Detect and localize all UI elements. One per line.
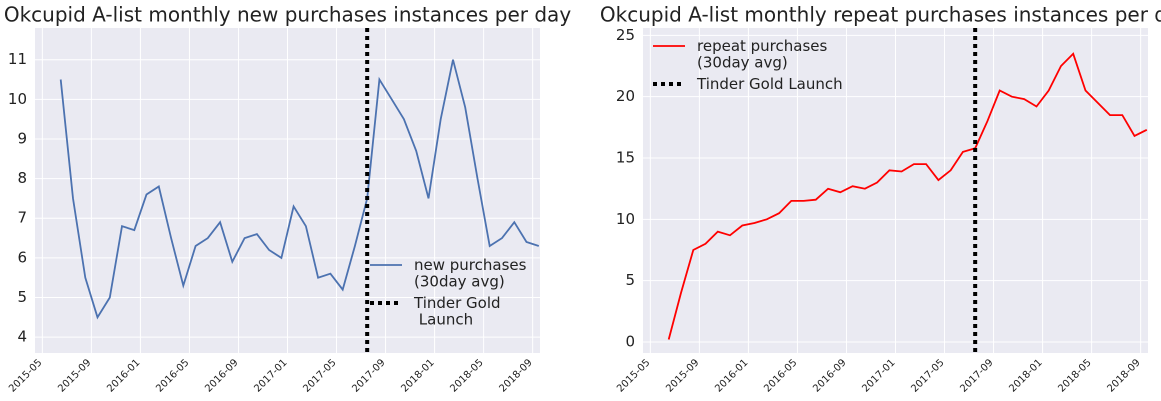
x-tick-label: 2016-09	[203, 357, 240, 394]
y-tick-label: 5	[17, 288, 27, 306]
chart-title: Okcupid A-list monthly new purchases ins…	[4, 3, 571, 27]
x-tick-label: 2015-09	[664, 357, 701, 394]
legend-label: repeat purchases (30day avg)	[697, 37, 828, 72]
x-tick-label: 2018-05	[448, 357, 485, 394]
x-tick-label: 2017-09	[350, 357, 387, 394]
chart-title: Okcupid A-list monthly repeat purchases …	[600, 3, 1161, 27]
subplot: Okcupid A-list monthly repeat purchases …	[600, 3, 1161, 395]
y-tick-label: 9	[17, 129, 27, 147]
y-tick-label: 5	[625, 271, 635, 289]
y-tick-label: 4	[17, 328, 27, 346]
x-tick-label: 2015-05	[615, 357, 652, 394]
x-tick-label: 2016-01	[713, 357, 750, 394]
data-line	[667, 52, 1148, 340]
y-tick-label: 25	[616, 26, 635, 44]
x-tick-label: 2018-09	[1105, 357, 1142, 394]
y-tick-label: 11	[8, 50, 27, 68]
y-tick-label: 10	[616, 210, 635, 228]
legend-label: new purchases (30day avg)	[414, 256, 527, 291]
y-tick-label: 0	[625, 332, 635, 350]
x-tick-label: 2018-05	[1056, 357, 1093, 394]
text-line: Launch	[414, 311, 473, 329]
x-tick-label: 2015-09	[56, 357, 93, 394]
x-tick-label: 2016-09	[811, 357, 848, 394]
text-line: repeat purchases	[697, 37, 828, 55]
text-line: new purchases	[414, 256, 527, 274]
x-tick-label: 2015-05	[7, 357, 44, 394]
text-line: (30day avg)	[697, 54, 788, 72]
x-tick-label: 2017-05	[909, 357, 946, 394]
x-tick-label: 2018-01	[1007, 357, 1044, 394]
x-tick-label: 2016-05	[154, 357, 191, 394]
x-tick-label: 2017-09	[958, 357, 995, 394]
y-tick-label: 6	[17, 248, 27, 266]
text-line: (30day avg)	[414, 273, 505, 291]
x-tick-label: 2017-05	[301, 357, 338, 394]
x-tick-label: 2016-05	[762, 357, 799, 394]
y-tick-label: 15	[616, 149, 635, 167]
y-tick-label: 20	[616, 87, 635, 105]
x-tick-label: 2018-09	[497, 357, 534, 394]
x-tick-label: 2016-01	[105, 357, 142, 394]
x-tick-label: 2018-01	[399, 357, 436, 394]
legend-label: Tinder Gold Launch	[413, 294, 501, 329]
y-tick-label: 7	[17, 209, 27, 227]
subplot: Okcupid A-list monthly new purchases ins…	[4, 3, 571, 395]
x-tick-label: 2017-01	[860, 357, 897, 394]
y-tick-label: 8	[17, 169, 27, 187]
data-line	[59, 59, 540, 320]
legend-label: Tinder Gold Launch	[696, 75, 843, 93]
text-line: Tinder Gold	[413, 294, 501, 312]
x-tick-label: 2017-01	[252, 357, 289, 394]
y-tick-label: 10	[8, 90, 27, 108]
